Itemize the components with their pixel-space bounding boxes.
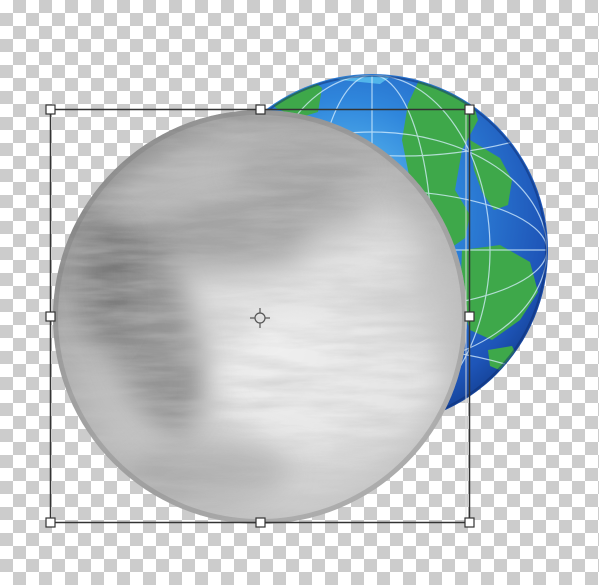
handle-bottom-left[interactable] [45,517,56,528]
handle-bottom-center[interactable] [255,517,266,528]
handle-top-left[interactable] [45,104,56,115]
handle-top-right[interactable] [464,104,475,115]
transform-handles[interactable] [45,104,475,528]
crosshair-icon[interactable] [250,308,270,328]
handle-bottom-right[interactable] [464,517,475,528]
fur-disc-layer [53,110,467,524]
handle-middle-left[interactable] [45,311,56,322]
handle-middle-right[interactable] [464,311,475,322]
handle-top-center[interactable] [255,104,266,115]
